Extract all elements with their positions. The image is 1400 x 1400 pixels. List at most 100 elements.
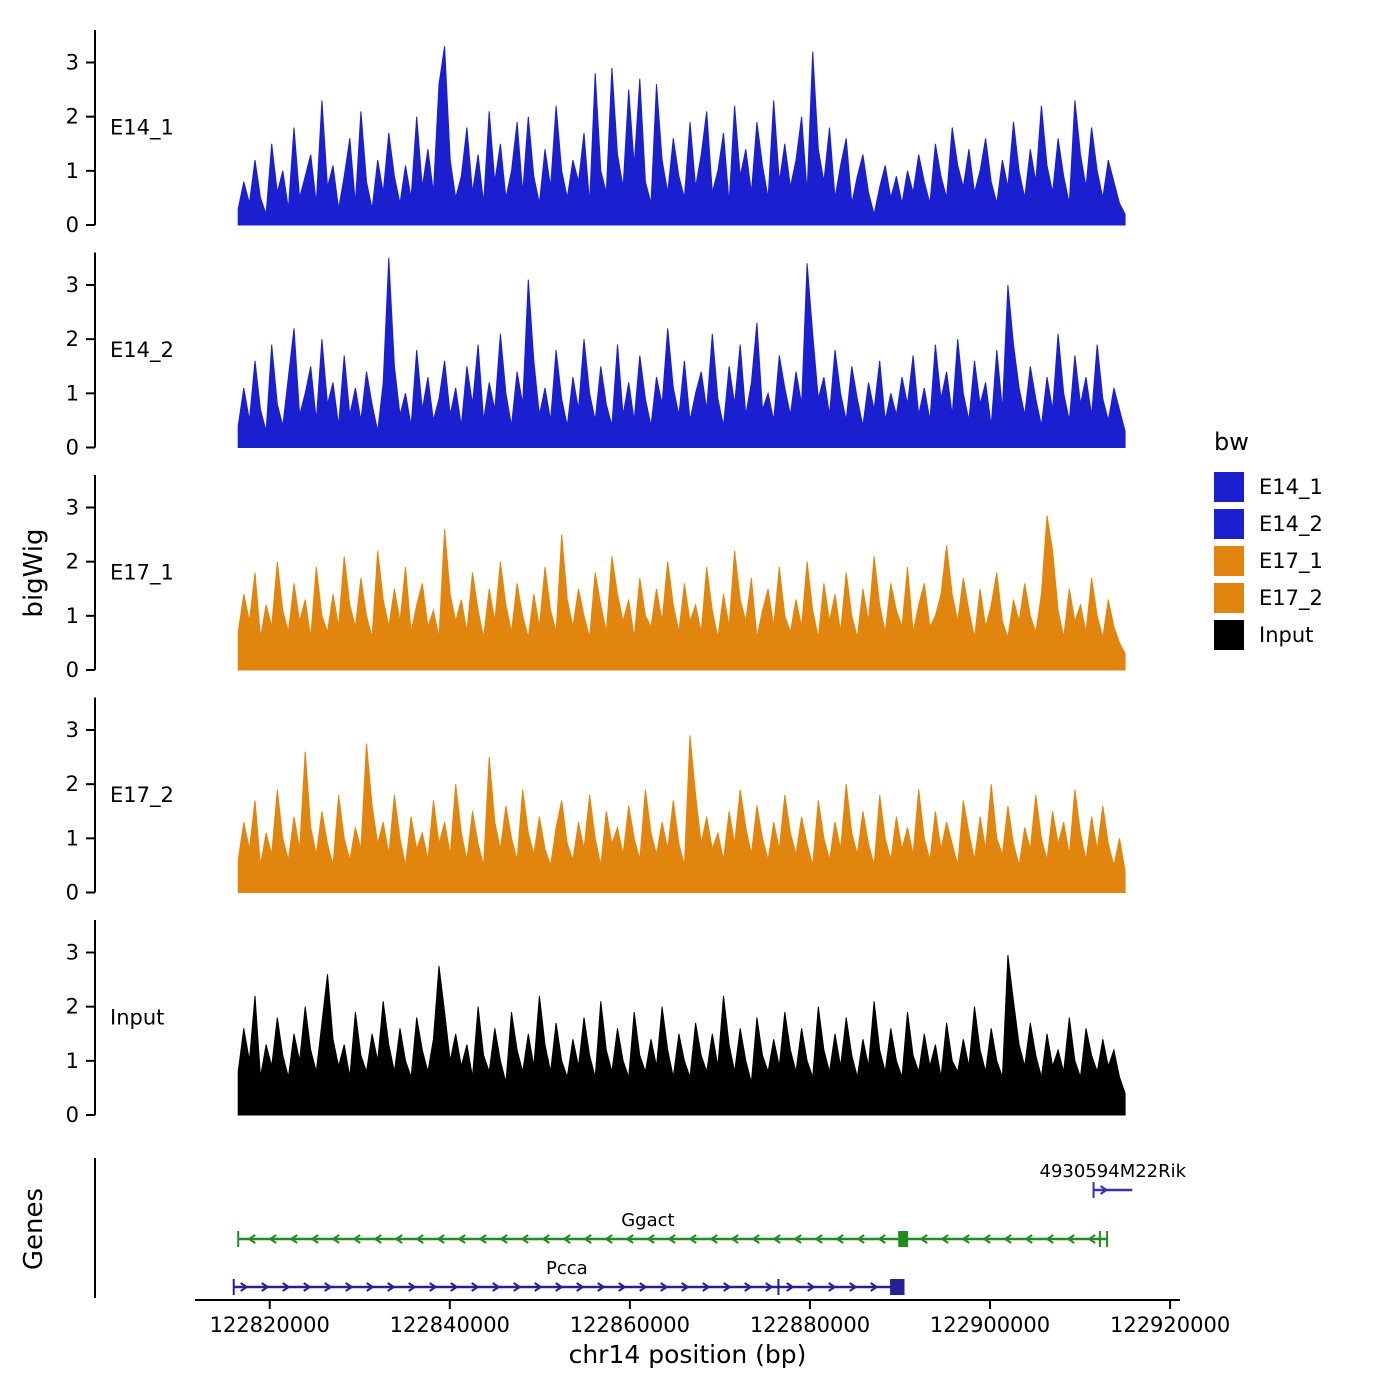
gene-label-4930594M22Rik: 4930594M22Rik [1040,1161,1187,1182]
strand-arrow-icon [877,1234,886,1244]
y-tick-label: 3 [66,718,79,742]
strand-arrow-icon [429,1282,438,1292]
strand-arrow-icon [597,1282,606,1292]
strand-arrow-icon [247,1234,256,1244]
track-panel-Input: 0 1 2 3 Input [66,920,1126,1127]
strand-arrow-icon [765,1282,774,1292]
legend: bw E14_1 E14_2 E17_1 E17_2 Input [1214,428,1323,657]
strand-arrow-icon [268,1234,277,1244]
y-tick-label: 1 [66,826,79,850]
strand-arrow-icon [471,1282,480,1292]
strand-arrow-icon [828,1282,837,1292]
strand-arrow-icon [688,1234,697,1244]
x-axis-title: chr14 position (bp) [568,1340,807,1369]
legend-row-e17-1: E17_1 [1214,546,1323,576]
strand-arrow-icon [562,1234,571,1244]
y-tick-label: 0 [66,881,79,905]
strand-arrow-icon [1087,1234,1096,1244]
strand-arrow-icon [667,1234,676,1244]
y-tick-label: 2 [66,550,79,574]
y-tick-label: 2 [66,327,79,351]
legend-swatch-e17-2 [1214,583,1244,613]
strand-arrow-icon [373,1234,382,1244]
strand-arrow-icon [576,1282,585,1292]
track-area-E14_1 [237,46,1126,226]
strand-arrow-icon [807,1282,816,1292]
strand-arrow-icon [415,1234,424,1244]
track-panel-E14_2: 0 1 2 3 E14_2 [66,252,1126,460]
strand-arrow-icon [450,1282,459,1292]
legend-label-e17-1: E17_1 [1259,549,1323,573]
y-tick-label: 1 [66,381,79,405]
strand-arrow-icon [513,1282,522,1292]
y-tick-label: 0 [66,1103,79,1127]
legend-label-input: Input [1259,623,1314,647]
strand-arrow-icon [870,1282,879,1292]
legend-row-e17-2: E17_2 [1214,583,1323,613]
strand-arrow-icon [478,1234,487,1244]
strand-arrow-icon [814,1234,823,1244]
strand-arrow-icon [919,1234,928,1244]
legend-swatch-input [1214,620,1244,650]
strand-arrow-icon [261,1282,270,1292]
track-area-Input [237,955,1126,1116]
gene-exon [890,1279,905,1295]
legend-row-input: Input [1214,620,1323,650]
y-tick-label: 1 [66,604,79,628]
x-tick-label: 122920000 [1110,1313,1230,1337]
track-panel-E17_1: 0 1 2 3 E17_1 [66,475,1126,682]
strand-arrow-icon [646,1234,655,1244]
strand-arrow-icon [324,1282,333,1292]
strand-arrow-icon [1045,1234,1054,1244]
x-tick-label: 122840000 [390,1313,510,1337]
strand-arrow-icon [282,1282,291,1292]
strand-arrow-icon [555,1282,564,1292]
x-axis: 122820000 122840000 122860000 122880000 1229… [195,1299,1230,1337]
x-tick-label: 122860000 [570,1313,690,1337]
track-label-E14_1: E14_1 [110,116,174,141]
strand-arrow-icon [352,1234,361,1244]
gene-4930594M22Rik: 4930594M22Rik [1040,1161,1187,1198]
strand-arrow-icon [618,1282,627,1292]
track-panel-E14_1: 0 1 2 3 E14_1 [66,30,1126,237]
y-tick-label: 3 [66,941,79,965]
x-tick-label: 122880000 [750,1313,870,1337]
strand-arrow-icon [982,1234,991,1244]
strand-arrow-icon [1003,1234,1012,1244]
gene-Ggact: Ggact [237,1210,1109,1247]
strand-arrow-icon [660,1282,669,1292]
y-tick-label: 0 [66,213,79,237]
strand-arrow-icon [681,1282,690,1292]
legend-row-e14-2: E14_2 [1214,509,1323,539]
legend-label-e14-1: E14_1 [1259,475,1323,499]
strand-arrow-icon [940,1234,949,1244]
gene-label-Ggact: Ggact [621,1210,674,1231]
strand-arrow-icon [856,1234,865,1244]
gene-exon [898,1231,909,1247]
gene-label-Pcca: Pcca [546,1258,588,1279]
strand-arrow-icon [625,1234,634,1244]
strand-arrow-icon [849,1282,858,1292]
strand-arrow-icon [345,1282,354,1292]
strand-arrow-icon [835,1234,844,1244]
strand-arrow-icon [457,1234,466,1244]
legend-label-e14-2: E14_2 [1259,512,1323,536]
strand-arrow-icon [1024,1234,1033,1244]
track-panel-E17_2: 0 1 2 3 E17_2 [66,697,1126,905]
strand-arrow-icon [499,1234,508,1244]
strand-arrow-icon [366,1282,375,1292]
strand-arrow-icon [744,1282,753,1292]
strand-arrow-icon [331,1234,340,1244]
track-area-E17_1 [237,515,1126,671]
strand-arrow-icon [394,1234,403,1244]
legend-swatch-e14-2 [1214,509,1244,539]
strand-arrow-icon [702,1282,711,1292]
strand-arrow-icon [772,1234,781,1244]
y-tick-label: 1 [66,1049,79,1073]
y-tick-label: 3 [66,51,79,75]
strand-arrow-icon [604,1234,613,1244]
strand-arrow-icon [709,1234,718,1244]
strand-arrow-icon [541,1234,550,1244]
legend-row-e14-1: E14_1 [1214,472,1323,502]
x-tick-label: 122900000 [930,1313,1050,1337]
